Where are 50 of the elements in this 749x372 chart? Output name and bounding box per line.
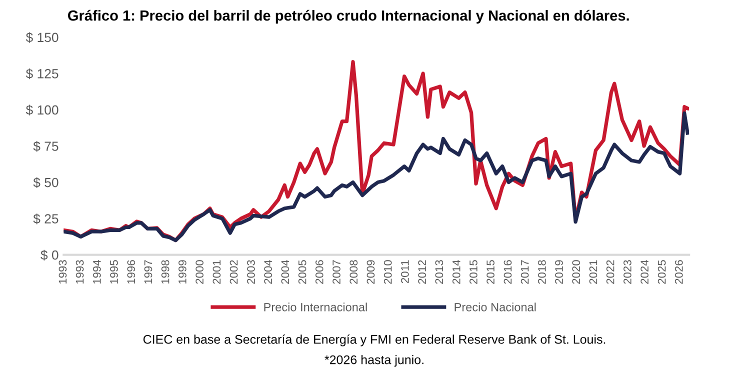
y-tick-label: $ 75 — [33, 141, 58, 152]
x-tick-label: 2015 — [486, 260, 494, 284]
x-tick-label: 1997 — [144, 260, 152, 284]
x-tick-label: 1994 — [92, 260, 101, 284]
legend-label: Precio Internacional — [264, 302, 367, 312]
y-tick-label: $ 25 — [33, 214, 58, 224]
x-tick-label: 2022 — [606, 260, 614, 284]
x-tick-label: 1993 — [76, 260, 84, 284]
x-tick-label: 2004 — [264, 260, 272, 284]
x-tick-label: 2026 — [674, 260, 683, 284]
x-tick-label: 2016 — [504, 260, 512, 284]
x-tick-label: 2002 — [230, 260, 238, 284]
x-tick-label: 2001 — [212, 260, 221, 284]
x-tick-label: 2015 — [470, 260, 478, 284]
x-tick-label: 2017 — [520, 260, 529, 284]
x-tick-label: 1995 — [110, 260, 118, 284]
x-tick-label: 1993 — [58, 260, 67, 284]
x-tick-label: 2004 — [281, 260, 290, 284]
x-tick-label: 2019 — [555, 260, 563, 284]
x-tick-label: 1998 — [161, 260, 170, 284]
x-tick-label: 2025 — [658, 260, 666, 284]
text: CIEC en base a Secretaría de Energía y FMI en Federal Reserve Bank of St. Louis. — [143, 334, 606, 346]
x-tick-label: 1999 — [178, 260, 186, 284]
x-tick-label: 2011 — [400, 260, 409, 284]
x-tick-label: 1996 — [127, 260, 136, 284]
y-tick-label: $ 125 — [26, 68, 58, 80]
y-tick-label: $ 0 — [40, 250, 58, 261]
text: *2026 hasta junio. — [324, 355, 424, 367]
line-series — [64, 111, 690, 242]
x-tick-label: 2012 — [418, 260, 426, 284]
x-tick-label: 2018 — [538, 260, 546, 284]
x-tick-label: 2024 — [640, 260, 649, 284]
y-tick-label: $ 150 — [26, 32, 58, 43]
x-tick-label: 2000 — [196, 260, 204, 284]
x-tick-label: 2006 — [315, 260, 324, 284]
x-tick-label: 2003 — [247, 260, 255, 284]
x-tick-label: 2009 — [366, 260, 375, 284]
y-tick-label: $ 50 — [33, 177, 58, 188]
x-tick-label: 2014 — [452, 260, 460, 284]
x-tick-label: 2023 — [624, 260, 632, 284]
x-tick-label: 2020 — [572, 260, 580, 284]
x-tick-label: 2005 — [298, 260, 306, 284]
chart-title: Gráfico 1: Precio del barril de petróleo crudo Internacional y Nacional en dólares. — [68, 10, 629, 24]
x-tick-label: 2013 — [435, 260, 444, 284]
legend-label: Precio Nacional — [454, 302, 536, 312]
x-tick-label: 2008 — [350, 260, 358, 284]
y-tick-label: $ 100 — [26, 104, 58, 116]
x-tick-label: 2007 — [332, 260, 340, 284]
x-tick-label: 2021 — [589, 260, 598, 284]
x-tick-label: 2010 — [384, 260, 392, 284]
